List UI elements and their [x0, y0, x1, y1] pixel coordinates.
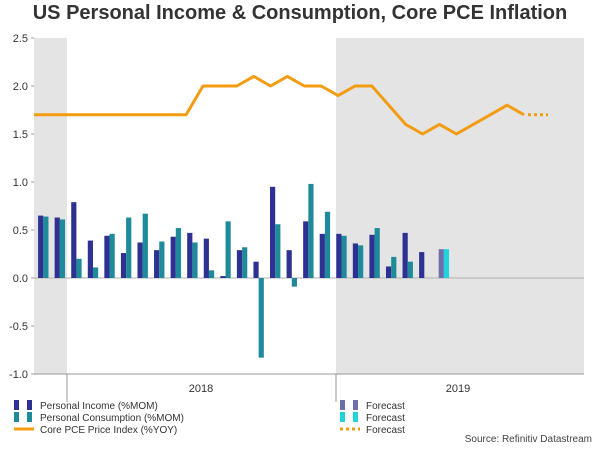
y-tick-label: 0.5 — [13, 225, 28, 237]
income-bar — [286, 250, 292, 278]
consumption-bar — [208, 270, 215, 278]
income-bar — [154, 250, 160, 278]
legend-forecast-label: Forecast — [366, 413, 405, 424]
consumption-bar — [92, 267, 99, 278]
legend-income-swatch — [27, 400, 32, 410]
income-bar — [120, 253, 127, 278]
income-bar — [336, 233, 342, 278]
income-bar — [303, 221, 309, 278]
consumption-bar — [341, 235, 347, 278]
y-tick-label: 0.0 — [13, 273, 28, 285]
consumption-bar — [374, 228, 380, 278]
legend-income-fc-swatch — [353, 400, 358, 410]
consumption-bar — [43, 216, 49, 278]
y-tick-label: 1.5 — [13, 129, 28, 141]
legend-income-label: Personal Income (%MOM) — [40, 401, 158, 412]
income-bar — [385, 266, 392, 278]
y-tick-label: 1.0 — [13, 177, 28, 189]
consumption-bar — [275, 224, 281, 278]
consumption-bar — [142, 213, 148, 278]
consumption-bar — [192, 242, 198, 278]
x-year-label: 2019 — [446, 383, 470, 395]
y-tick-label: -0.5 — [9, 321, 28, 333]
consumption-bar — [391, 256, 397, 278]
consumption-bar — [324, 211, 331, 278]
legend-consumption-label: Personal Consumption (%MOM) — [40, 413, 184, 424]
y-tick-label: 2.0 — [13, 81, 28, 93]
legend-consumption-swatch — [14, 412, 19, 422]
income-bar — [369, 234, 375, 278]
legend-consumption-fc-swatch — [340, 412, 345, 422]
consumption-bar — [407, 261, 413, 278]
income-bar — [104, 235, 110, 278]
consumption-bar — [76, 258, 82, 278]
core-pce-line — [34, 74, 525, 136]
income-bar — [270, 186, 276, 278]
legend-consumption-fc-swatch — [353, 412, 358, 422]
income-bar — [253, 261, 259, 278]
income-bar — [187, 232, 193, 278]
chart-title: US Personal Income & Consumption, Core P… — [32, 2, 568, 24]
consumption-bar — [291, 278, 297, 287]
consumption-forecast-bar — [443, 249, 450, 278]
legend-consumption-swatch — [27, 412, 32, 422]
consumption-bar — [109, 233, 115, 278]
income-bar — [419, 252, 425, 278]
consumption-bar — [258, 278, 264, 358]
income-bar — [170, 236, 176, 278]
income-bar — [71, 202, 77, 278]
y-tick-label: 2.5 — [13, 33, 28, 45]
consumption-bar — [242, 247, 248, 278]
consumption-bar — [225, 221, 231, 278]
income-bar — [38, 215, 44, 278]
shade-2017 — [34, 38, 67, 374]
source-note: Source: Refinitiv Datastream — [464, 434, 592, 445]
income-bar — [319, 233, 325, 278]
income-forecast-bar — [438, 249, 444, 278]
legend-pce-label: Core PCE Price Index (%YOY) — [40, 425, 177, 436]
income-bar — [352, 243, 359, 278]
income-bar — [54, 217, 60, 278]
legend-forecast-label: Forecast — [366, 425, 405, 436]
consumption-bar — [159, 241, 165, 278]
consumption-bar — [175, 228, 182, 278]
consumption-bar — [126, 217, 132, 278]
consumption-bar — [358, 245, 364, 278]
income-bar — [402, 232, 408, 278]
legend-income-fc-swatch — [340, 400, 345, 410]
x-year-label: 2018 — [189, 383, 213, 395]
income-bar — [137, 242, 143, 278]
income-bar — [236, 250, 243, 278]
legend-forecast-label: Forecast — [366, 401, 405, 412]
income-bar — [87, 240, 93, 278]
y-tick-label: -1.0 — [9, 369, 28, 381]
legend-income-swatch — [14, 400, 19, 410]
consumption-bar — [308, 183, 314, 278]
consumption-bar — [59, 219, 66, 278]
income-bar — [220, 276, 226, 278]
income-bar — [203, 238, 209, 278]
